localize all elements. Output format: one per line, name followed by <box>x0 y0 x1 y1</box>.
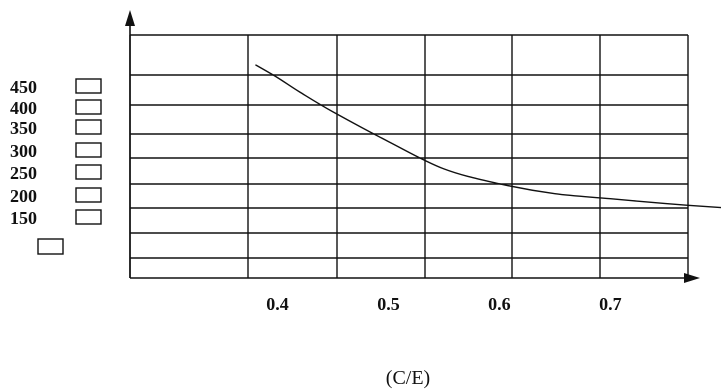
y-tick-label: 300 <box>10 141 37 161</box>
y-tick-box <box>75 142 102 158</box>
x-tick-label: 0.7 <box>599 294 622 314</box>
y-tick-box <box>75 78 102 94</box>
y-tick-box-empty <box>37 238 64 255</box>
y-tick-label: 250 <box>10 163 37 183</box>
y-tick-label: 200 <box>10 186 37 206</box>
y-axis-arrow <box>125 10 135 26</box>
x-axis-arrow <box>684 273 700 283</box>
series <box>255 64 721 209</box>
grid <box>129 34 689 278</box>
y-tick-box <box>75 187 102 203</box>
series-line-0 <box>255 64 721 209</box>
y-tick-label: 150 <box>10 208 37 228</box>
y-tick-box <box>75 99 102 115</box>
axes <box>125 10 700 283</box>
y-tick-label: 450 <box>10 77 37 97</box>
y-tick-label: 350 <box>10 118 37 138</box>
x-tick-label: 0.4 <box>266 294 289 314</box>
x-tick-label: 0.6 <box>488 294 511 314</box>
x-axis-title: (C/E) <box>386 367 430 389</box>
y-tick-label: 400 <box>10 98 37 118</box>
y-tick-box <box>75 119 102 135</box>
y-tick-box <box>75 209 102 225</box>
x-tick-label: 0.5 <box>377 294 400 314</box>
x-tick-labels: 0.4 0.5 0.6 0.7 <box>266 294 621 314</box>
y-tick-box <box>75 164 102 180</box>
